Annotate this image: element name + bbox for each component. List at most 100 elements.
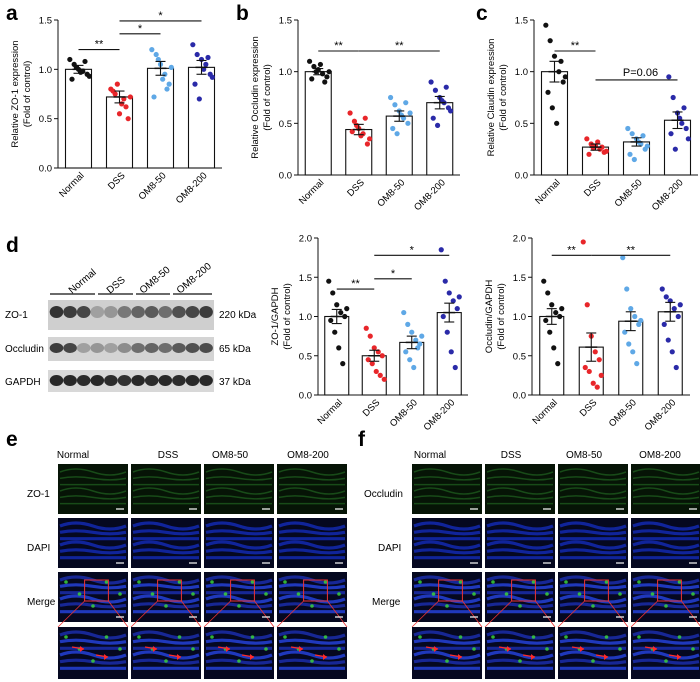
tissue-texture (59, 468, 127, 476)
green-signal (77, 592, 82, 596)
green-signal (491, 580, 495, 584)
blot-band (104, 343, 118, 353)
data-point (677, 115, 683, 121)
chart-occludin-expression: 0.0 0.5 1.0 1.5 Relative Occludin expression… (250, 16, 460, 213)
y-axis-label-line2: (Fold of control) (262, 64, 273, 131)
tissue-texture (59, 540, 127, 550)
green-signal (545, 647, 549, 651)
arrow-head (323, 654, 327, 660)
y-tick-label: 2.0 (513, 234, 526, 245)
tissue-texture (278, 630, 346, 640)
significance-label: ** (571, 40, 580, 52)
y-tick-label: 0.5 (515, 119, 528, 130)
green-signal (104, 635, 109, 639)
data-point (344, 306, 350, 312)
bar-om8-200 (436, 312, 462, 396)
data-point (549, 302, 555, 308)
x-tick-label: DSS (361, 397, 383, 419)
data-point (326, 278, 332, 284)
green-signal (104, 580, 109, 584)
tissue-texture (632, 476, 700, 481)
tissue-texture (632, 540, 700, 550)
bar-om8-200 (187, 66, 216, 169)
data-point (584, 302, 590, 308)
data-point (670, 94, 676, 101)
arrow-head (104, 654, 108, 660)
tissue-texture (59, 495, 127, 500)
data-point (543, 22, 549, 28)
data-point (330, 290, 336, 296)
data-point (456, 294, 462, 300)
data-point (151, 94, 157, 100)
bar-om8-200 (426, 102, 454, 176)
green-signal (604, 580, 609, 584)
x-tick-label: Normal (315, 397, 344, 426)
data-point (555, 361, 561, 367)
data-point (347, 110, 353, 116)
panel-label-e: e (6, 428, 18, 451)
green-signal (637, 580, 641, 584)
tissue-texture (486, 521, 554, 531)
tissue-texture (205, 630, 273, 640)
green-signal (604, 635, 609, 639)
green-signal (210, 635, 214, 639)
y-axis-label: Relative ZO-1 expression (Fold of control… (10, 40, 33, 147)
significance-label: ** (626, 244, 635, 256)
data-point (168, 64, 174, 70)
category-label: Normal (297, 177, 326, 206)
data-point (672, 146, 678, 152)
panel-label-a: a (6, 2, 18, 25)
arrow-head (434, 646, 438, 652)
tissue-texture (413, 548, 481, 555)
data-point (554, 120, 560, 126)
tissue-texture (132, 650, 200, 660)
data-point (413, 337, 419, 343)
data-point (114, 81, 120, 87)
data-point (332, 329, 338, 335)
significance-label: ** (95, 39, 104, 51)
tissue-texture (559, 540, 627, 550)
y-tick-label: 0.5 (39, 114, 52, 125)
wb-header-dss: DSS (105, 274, 128, 296)
data-point (324, 74, 330, 80)
tissue-texture (132, 529, 200, 536)
tissue-texture (278, 638, 346, 645)
blot-band (131, 306, 145, 318)
arrow-head (604, 654, 608, 660)
tissue-texture (559, 650, 627, 660)
data-point (196, 96, 202, 102)
data-point (160, 76, 166, 82)
blot-band (117, 375, 132, 386)
micrograph-green (204, 464, 274, 514)
category-label: DSS (582, 177, 604, 199)
tissue-texture (559, 594, 627, 604)
x-tick-label: Normal (530, 397, 559, 426)
category-label: OM8-50 (375, 177, 407, 209)
data-point (629, 131, 635, 137)
data-point (127, 94, 133, 100)
data-point (620, 255, 626, 261)
green-signal (177, 580, 182, 584)
data-point (390, 125, 396, 132)
category-label: DSS (578, 397, 600, 419)
tissue-texture (59, 630, 127, 640)
tissue-texture (278, 495, 346, 500)
green-signal (191, 592, 195, 596)
significance-label: ** (351, 278, 360, 290)
data-point (599, 144, 605, 150)
tissue-texture (632, 548, 700, 555)
blot-band (90, 306, 105, 318)
data-point (415, 345, 421, 351)
zoom-connector (203, 600, 231, 628)
x-tick-label: DSS (345, 177, 367, 199)
data-point (586, 151, 592, 157)
data-point (403, 349, 409, 355)
western-blot: Normal DSS OM8-50 OM8-200 ZO-1 Occludin … (5, 261, 257, 392)
x-tick-label: Normal (297, 177, 326, 206)
blot-band (76, 375, 91, 386)
wb-label-zo1: ZO-1 (5, 310, 28, 321)
blot-band (63, 343, 77, 353)
category-label: DSS (361, 397, 383, 419)
blot-band (185, 306, 200, 318)
f-row-merge: Merge (372, 597, 401, 608)
